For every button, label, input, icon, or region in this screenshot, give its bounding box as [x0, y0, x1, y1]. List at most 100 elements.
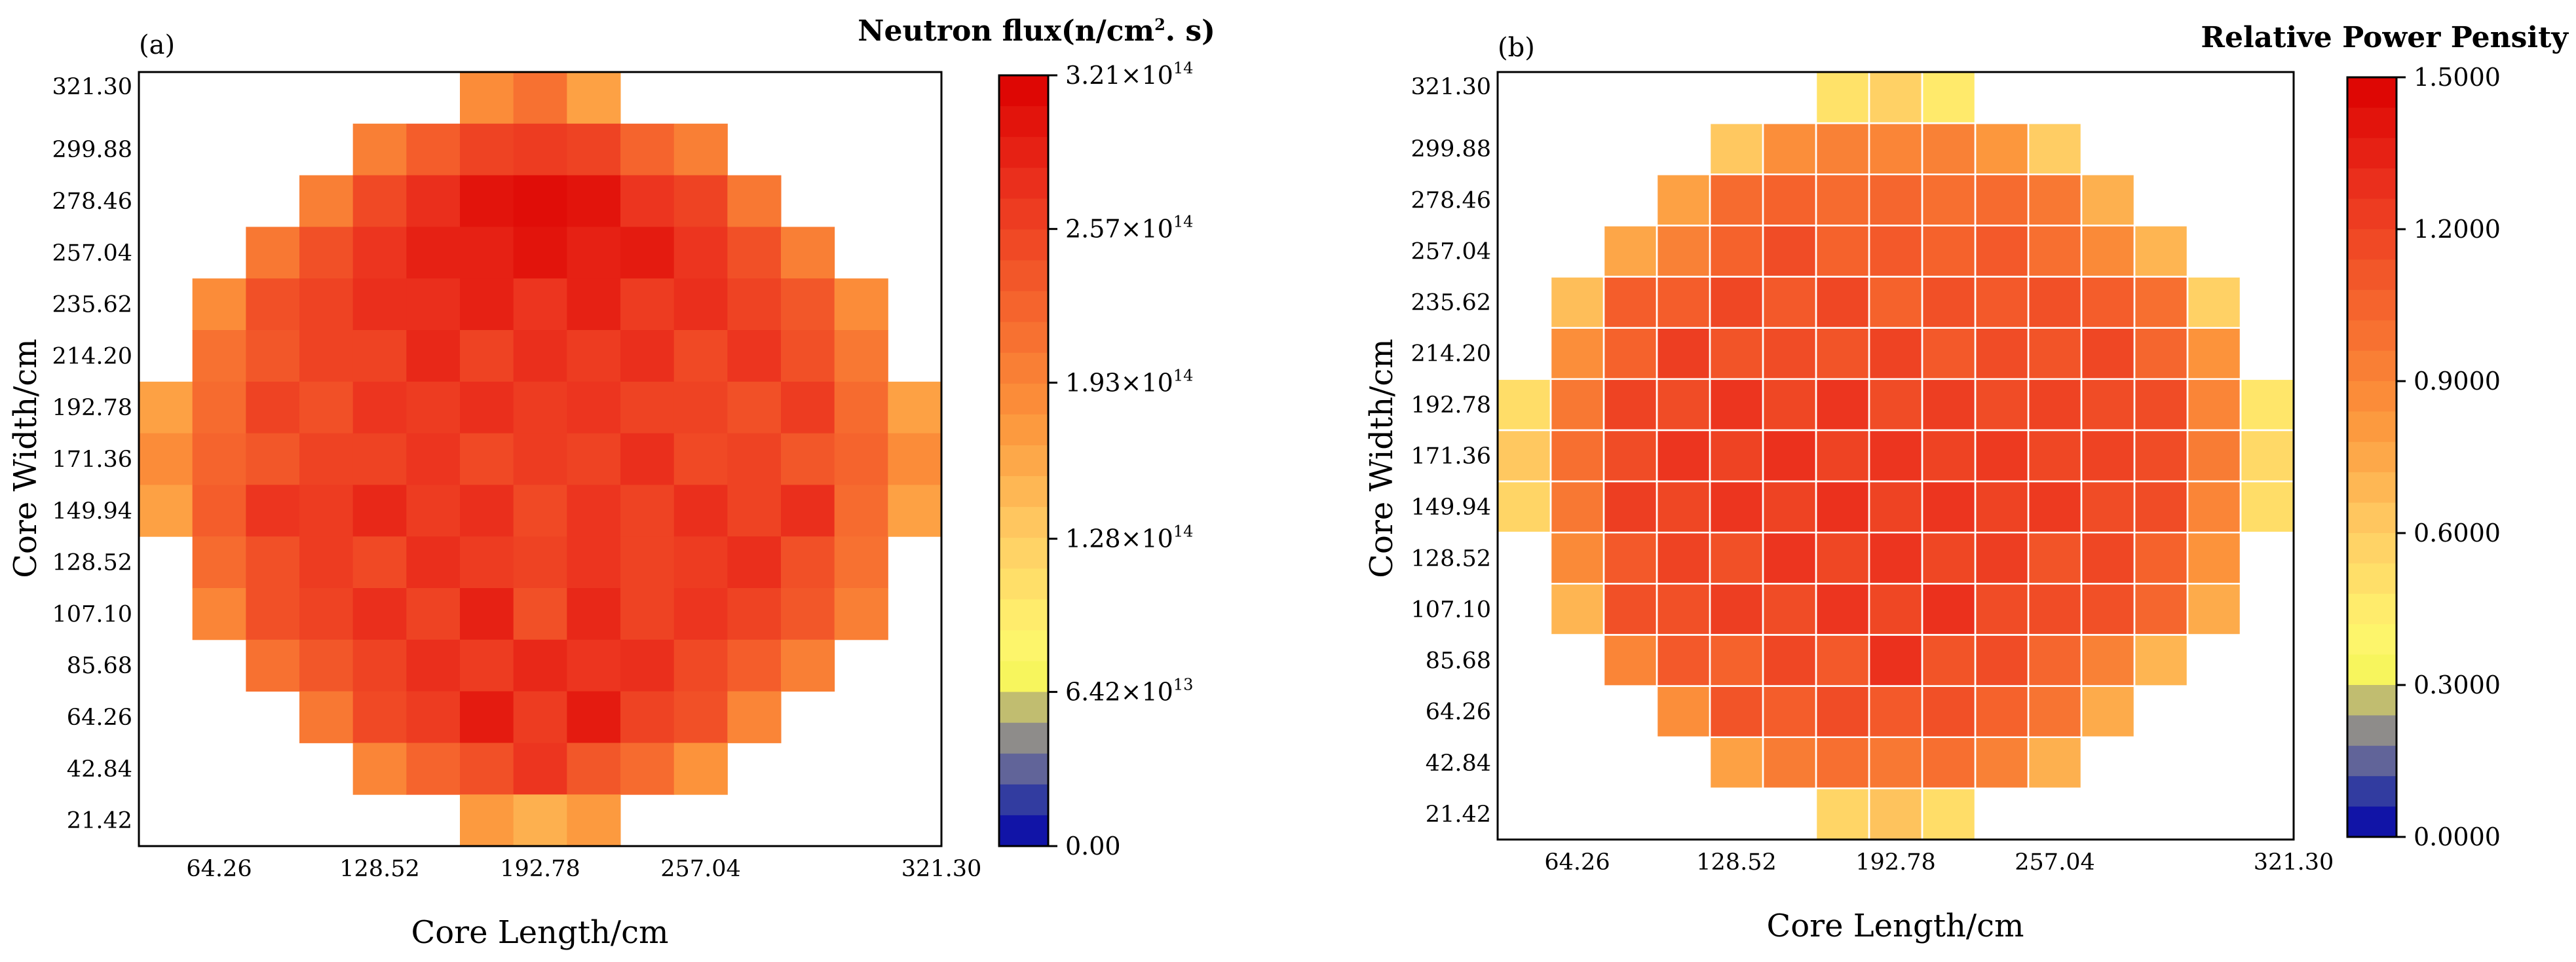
panel-b-x-axis-title: Core Length/cm [1767, 908, 2024, 944]
y-tick-label: 257.04 [52, 240, 132, 267]
panel-b-colorbar-title: Relative Power Pensity [2201, 21, 2569, 54]
heatmap-cell [1604, 635, 1657, 687]
heatmap-cell [1869, 635, 1923, 687]
panel-b-plot-frame [1496, 71, 2295, 841]
heatmap-cell [2241, 481, 2294, 533]
heatmap-cell [1922, 174, 1976, 226]
heatmap-cell [2028, 737, 2082, 789]
heatmap-cell [567, 433, 621, 485]
heatmap-cell [1657, 686, 1711, 738]
heatmap-cell [1816, 635, 1870, 687]
heatmap-cell [1975, 583, 2029, 635]
heatmap-cell [1763, 686, 1817, 738]
colorbar-label: 6.42×1013 [1065, 676, 1193, 707]
colorbar-segment [2347, 685, 2396, 716]
heatmap-cell [673, 175, 728, 227]
heatmap-cell [781, 485, 835, 537]
heatmap-cell [1816, 225, 1870, 278]
heatmap-cell [192, 278, 246, 331]
colorbar-frame [998, 74, 1050, 847]
heatmap-cell [1763, 327, 1817, 380]
heatmap-cell [781, 588, 835, 640]
colorbar-segment [2347, 563, 2396, 595]
colorbar-segment [2347, 593, 2396, 625]
colorbar-segment [2347, 806, 2396, 838]
heatmap-cell [1763, 276, 1817, 329]
heatmap-cell [352, 691, 407, 743]
y-tick-label: 85.68 [1426, 648, 1491, 675]
heatmap-cell [2028, 174, 2082, 226]
y-tick-label: 85.68 [67, 653, 132, 679]
heatmap-cell [834, 485, 888, 537]
panel-a-y-axis-title: Core Width/cm [7, 339, 44, 578]
heatmap-cell [1551, 430, 1604, 482]
heatmap-cell [834, 536, 888, 589]
heatmap-cell [192, 588, 246, 640]
y-tick-label: 128.52 [52, 550, 132, 576]
heatmap-cell [1869, 686, 1923, 738]
heatmap-cell [1498, 379, 1551, 431]
colorbar-segment [2347, 502, 2396, 534]
heatmap-cell [2081, 583, 2135, 635]
heatmap-cell [1551, 481, 1604, 533]
heatmap-cell [620, 330, 675, 382]
heatmap-cell [1922, 123, 1976, 175]
colorbar-segment [999, 168, 1048, 199]
colorbar-segment [999, 815, 1048, 847]
heatmap-cell [673, 123, 728, 176]
colorbar-segment [999, 661, 1048, 693]
heatmap-cell [1604, 225, 1657, 278]
heatmap-cell [299, 639, 354, 692]
heatmap-cell [1763, 123, 1817, 175]
heatmap-cell [352, 330, 407, 382]
cell-gridline [2027, 736, 2083, 790]
heatmap-cell [1816, 276, 1870, 329]
y-tick-label: 299.88 [1411, 136, 1491, 162]
heatmap-cell [2081, 225, 2135, 278]
colorbar-segment [2347, 259, 2396, 291]
y-tick-label: 171.36 [52, 447, 132, 473]
heatmap-cell [406, 175, 461, 227]
heatmap-cell [1763, 532, 1817, 584]
heatmap-cell [1975, 225, 2029, 278]
heatmap-cell [1816, 379, 1870, 431]
heatmap-cell [727, 381, 782, 434]
heatmap-cell [1551, 379, 1604, 431]
heatmap-cell [2028, 123, 2082, 175]
heatmap-cell [673, 588, 728, 640]
heatmap-cell [1604, 276, 1657, 329]
heatmap-cell [781, 330, 835, 382]
heatmap-cell [727, 588, 782, 640]
heatmap-cell [781, 433, 835, 485]
heatmap-cell [2028, 583, 2082, 635]
heatmap-cell [727, 485, 782, 537]
panel-b-label: (b) [1498, 33, 1535, 63]
panel-a-x-axis-title: Core Length/cm [411, 914, 669, 951]
heatmap-cell [620, 536, 675, 589]
colorbar-label: 0.3000 [2414, 671, 2501, 699]
panel-a-plot-frame [138, 71, 943, 847]
heatmap-cell [2188, 379, 2241, 431]
heatmap-cell [460, 72, 514, 124]
heatmap-cell [406, 536, 461, 589]
y-tick-label: 42.84 [1426, 750, 1491, 777]
heatmap-cell [460, 743, 514, 795]
heatmap-cell [352, 485, 407, 537]
y-tick-label: 192.78 [52, 395, 132, 421]
colorbar-segment [2347, 654, 2396, 686]
heatmap-cell [567, 794, 621, 847]
heatmap-cell [888, 485, 942, 537]
heatmap-cell [2028, 686, 2082, 738]
x-tick-label: 321.30 [901, 856, 981, 882]
heatmap-cell [513, 588, 567, 640]
heatmap-cell [1498, 481, 1551, 533]
heatmap-cell [1657, 635, 1711, 687]
heatmap-cell [1657, 379, 1711, 431]
heatmap-cell [1551, 327, 1604, 380]
heatmap-cell [673, 691, 728, 743]
heatmap-cell [1816, 327, 1870, 380]
colorbar-label: 0.6000 [2414, 519, 2501, 547]
heatmap-cell [1922, 788, 1976, 840]
heatmap-cell [1975, 276, 2029, 329]
colorbar-label: 1.5000 [2414, 63, 2501, 92]
